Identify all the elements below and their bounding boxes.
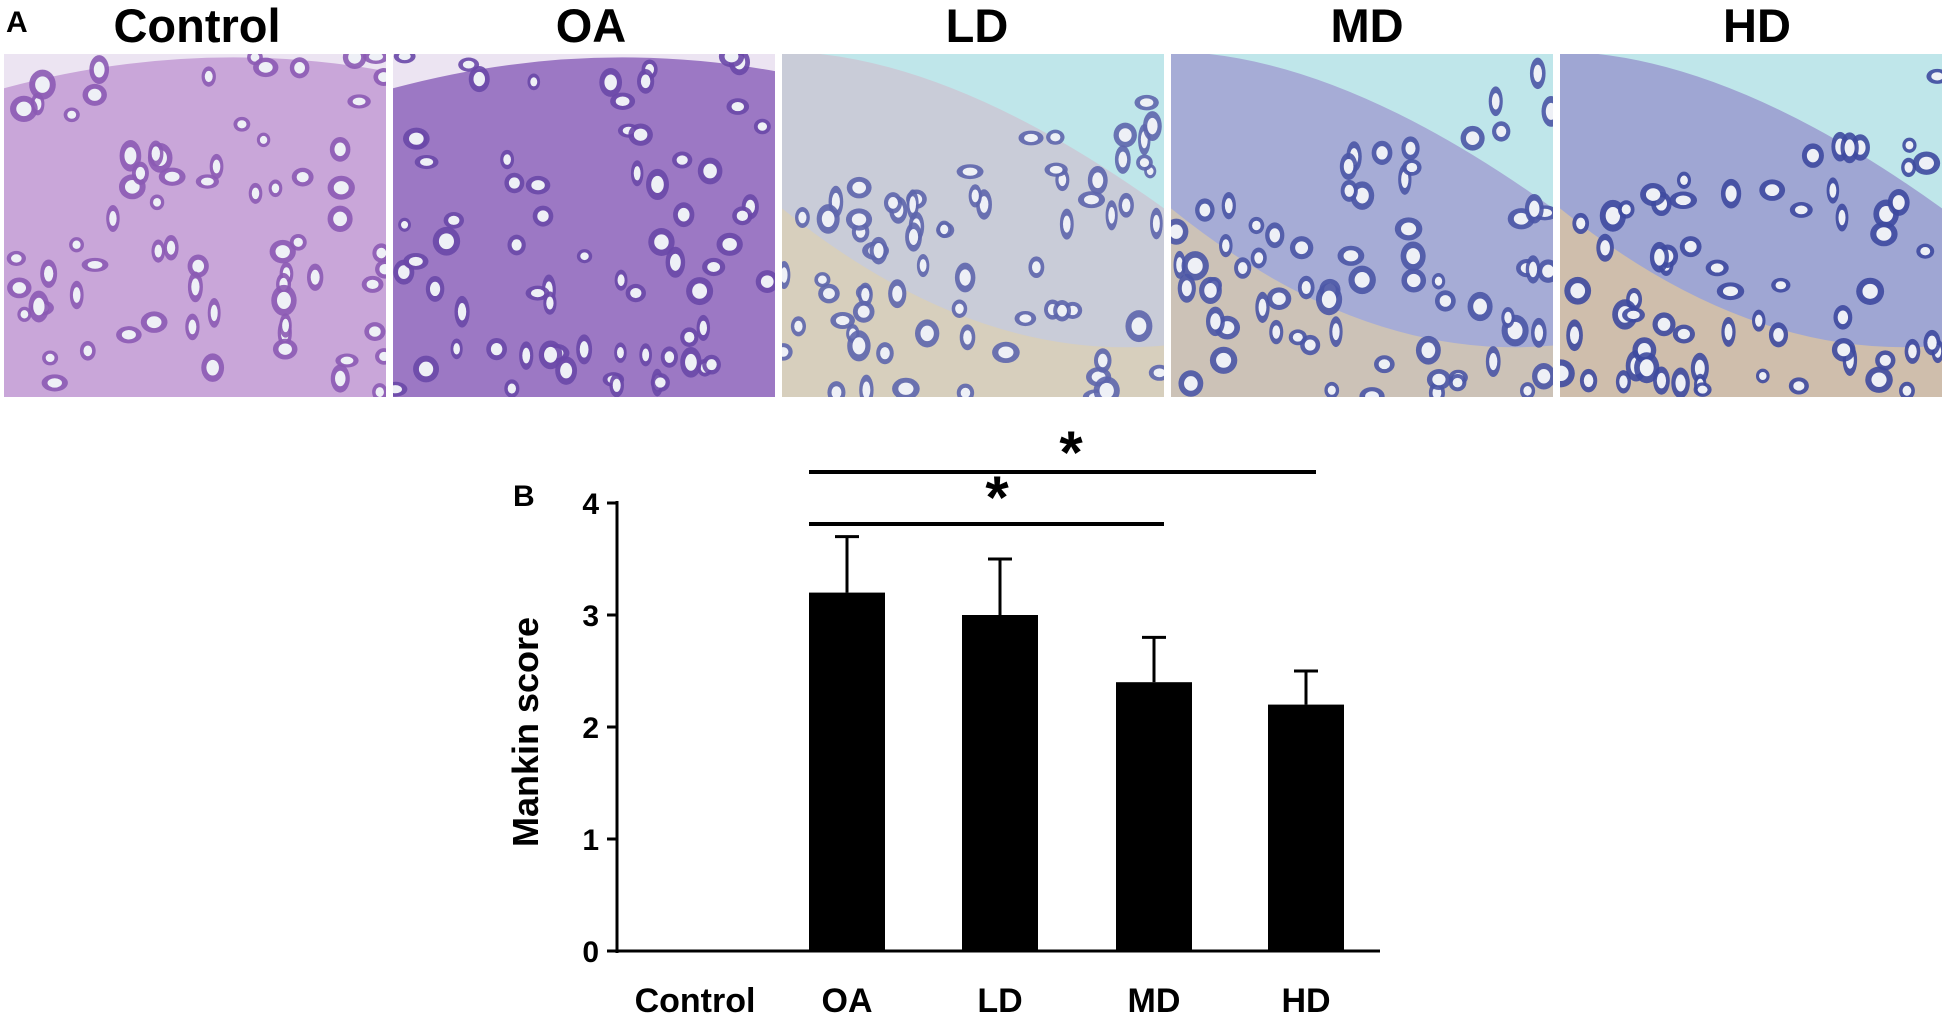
significance-star: * — [1059, 419, 1083, 486]
x-tick-label: MD — [1128, 982, 1181, 1018]
x-tick-label: HD — [1281, 982, 1330, 1018]
y-tick-label: 2 — [582, 712, 599, 745]
panel-a-letter: A — [6, 6, 28, 39]
micrograph-title-oa: OA — [555, 0, 627, 52]
y-tick-label: 1 — [582, 824, 599, 857]
y-tick-label: 0 — [582, 936, 599, 969]
y-axis-label: Mankin score — [505, 617, 546, 847]
y-tick-label: 4 — [582, 488, 599, 521]
panel-b-letter: B — [513, 480, 535, 513]
x-tick-label: LD — [977, 982, 1022, 1018]
x-tick-label: Control — [635, 982, 756, 1018]
micrograph-title-ld: LD — [945, 0, 1009, 52]
bar — [809, 592, 885, 951]
micrograph-control-image — [4, 54, 386, 397]
bar — [1268, 704, 1344, 951]
y-tick-label: 3 — [582, 600, 599, 633]
micrograph-oa-image — [393, 54, 775, 397]
micrograph-md-image — [1171, 54, 1553, 397]
micrograph-hd-image — [1560, 54, 1942, 397]
significance-star: * — [985, 464, 1009, 531]
bar — [1116, 682, 1192, 951]
micrograph-ld-image — [782, 54, 1164, 397]
micrograph-title-hd: HD — [1723, 0, 1791, 52]
bar — [962, 615, 1038, 951]
micrograph-title-control: Control — [113, 0, 281, 52]
x-tick-label: OA — [822, 982, 873, 1018]
micrograph-title-md: MD — [1330, 0, 1404, 52]
